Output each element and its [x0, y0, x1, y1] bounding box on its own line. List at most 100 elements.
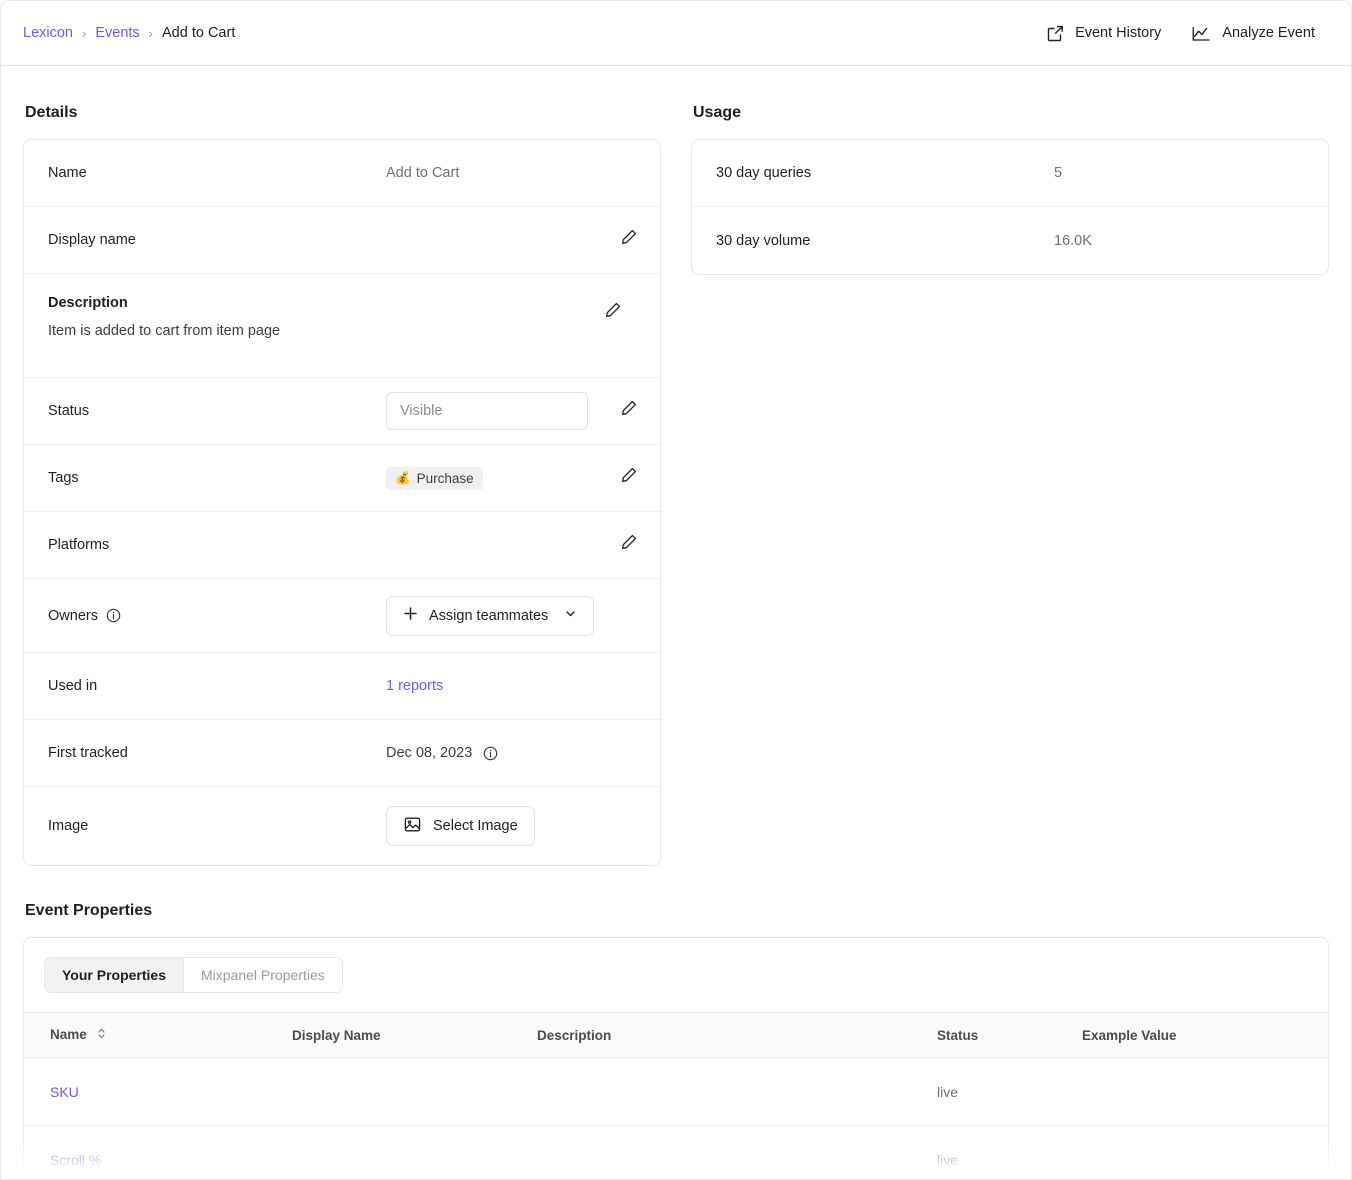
row-description-value: Item is added to cart from item page	[48, 323, 281, 339]
cell-description	[537, 1125, 937, 1179]
cell-display-name	[292, 1057, 537, 1126]
row-description: Description Item is added to cart from i…	[24, 274, 660, 378]
first-tracked-value: Dec 08, 2023	[386, 745, 473, 761]
property-link-sku[interactable]: SKU	[50, 1083, 79, 1100]
table-header-row: Name Display Name Description Status Exa…	[24, 1012, 1328, 1058]
row-first-tracked: First tracked Dec 08, 2023	[24, 720, 660, 787]
usage-title: Usage	[693, 104, 742, 121]
cell-example-value	[1082, 1057, 1328, 1126]
status-input[interactable]: Visible	[386, 392, 588, 430]
edit-status-pencil-icon[interactable]	[619, 399, 638, 423]
row-30-day-volume-value: 16.0K	[1054, 232, 1092, 249]
chevron-down-icon	[564, 607, 577, 624]
column-header-name[interactable]: Name	[24, 1012, 292, 1058]
row-display-name: Display name	[24, 207, 660, 274]
content-columns: Details Name Add to Cart Display name	[1, 66, 1351, 866]
row-description-label: Description	[48, 295, 128, 311]
cell-name: SKU	[24, 1057, 292, 1126]
row-name: Name Add to Cart	[24, 140, 660, 207]
assign-teammates-button[interactable]: Assign teammates	[386, 595, 595, 636]
usage-column: Usage 30 day queries 5 30 day volume 16.…	[691, 66, 1329, 866]
properties-tabs-bar: Your Properties Mixpanel Properties	[24, 938, 1328, 1012]
breadcrumb-current: Add to Cart	[162, 25, 236, 41]
row-30-day-queries-value: 5	[1054, 165, 1063, 181]
row-30-day-volume-label: 30 day volume	[716, 232, 811, 249]
breadcrumb-events[interactable]: Events	[95, 25, 140, 41]
row-30-day-queries: 30 day queries 5	[692, 140, 1328, 207]
row-tags-label: Tags	[48, 470, 79, 486]
tab-mixpanel-properties[interactable]: Mixpanel Properties	[184, 958, 342, 992]
edit-platforms-pencil-icon[interactable]	[619, 533, 638, 557]
row-platforms-label: Platforms	[48, 537, 110, 553]
cell-status: live	[937, 1125, 1082, 1179]
plus-icon	[403, 606, 418, 625]
usage-card: 30 day queries 5 30 day volume 16.0K	[691, 139, 1329, 275]
select-image-label: Select Image	[433, 818, 518, 834]
row-display-name-label: Display name	[48, 232, 136, 248]
event-properties-section: Event Properties Your Properties Mixpane…	[1, 902, 1351, 1179]
breadcrumb-lexicon[interactable]: Lexicon	[23, 25, 73, 41]
property-link-scroll-percent[interactable]: Scroll %	[50, 1151, 102, 1168]
row-first-tracked-label: First tracked	[48, 745, 128, 761]
row-30-day-volume: 30 day volume 16.0K	[692, 207, 1328, 274]
row-used-in: Used in 1 reports	[24, 653, 660, 720]
event-properties-title: Event Properties	[25, 902, 153, 919]
tag-chip-label: Purchase	[416, 470, 474, 486]
cell-name: Scroll %	[24, 1125, 292, 1179]
edit-display-name-pencil-icon[interactable]	[619, 228, 638, 252]
cell-status: live	[937, 1057, 1082, 1126]
row-tags: Tags 💰 Purchase	[24, 445, 660, 512]
edit-tags-pencil-icon[interactable]	[619, 466, 638, 490]
breadcrumb: Lexicon › Events › Add to Cart	[23, 25, 235, 41]
column-header-display-name[interactable]: Display Name	[292, 1012, 537, 1058]
owners-info-icon[interactable]	[106, 608, 121, 623]
breadcrumb-separator-icon: ›	[81, 25, 87, 41]
select-image-button[interactable]: Select Image	[386, 806, 535, 846]
properties-table-head: Name Display Name Description Status Exa…	[24, 1012, 1328, 1058]
sort-icon[interactable]	[97, 1027, 106, 1043]
row-owners-text: Owners	[48, 607, 98, 624]
table-row[interactable]: SKU live	[24, 1057, 1328, 1126]
first-tracked-value-wrap: Dec 08, 2023	[386, 745, 638, 761]
column-header-example-value[interactable]: Example Value	[1082, 1012, 1328, 1058]
tab-your-properties[interactable]: Your Properties	[45, 958, 184, 992]
row-owners-label: Owners	[48, 608, 386, 624]
tag-chip-purchase[interactable]: 💰 Purchase	[386, 466, 483, 490]
cell-description	[537, 1057, 937, 1126]
breadcrumb-separator-icon: ›	[148, 25, 154, 41]
line-chart-icon	[1191, 24, 1212, 43]
cell-display-name	[292, 1125, 537, 1179]
column-header-name-label: Name	[50, 1027, 87, 1042]
details-card: Name Add to Cart Display name Descriptio…	[23, 139, 661, 866]
row-status-label: Status	[48, 403, 90, 419]
cell-example-value	[1082, 1125, 1328, 1179]
event-properties-card: Your Properties Mixpanel Properties Name	[23, 937, 1329, 1179]
row-used-in-label: Used in	[48, 678, 98, 694]
first-tracked-info-icon[interactable]	[483, 746, 498, 761]
edit-description-pencil-icon[interactable]	[603, 301, 622, 325]
page-header: Lexicon › Events › Add to Cart Event His…	[1, 1, 1351, 66]
row-30-day-queries-label: 30 day queries	[716, 165, 812, 181]
row-platforms: Platforms	[24, 512, 660, 579]
event-history-button[interactable]: Event History	[1046, 24, 1161, 43]
row-owners: Owners	[24, 579, 660, 653]
analyze-event-button[interactable]: Analyze Event	[1191, 24, 1315, 43]
row-name-value: Add to Cart	[386, 165, 460, 181]
external-link-icon	[1046, 24, 1065, 43]
row-status: Status Visible	[24, 378, 660, 445]
analyze-event-label: Analyze Event	[1222, 25, 1315, 41]
properties-table-body: SKU live Scroll % live	[24, 1057, 1328, 1179]
column-header-description[interactable]: Description	[537, 1012, 937, 1058]
assign-teammates-label: Assign teammates	[429, 607, 549, 624]
properties-table: Name Display Name Description Status Exa…	[24, 1012, 1328, 1179]
details-title: Details	[25, 104, 78, 121]
money-bag-icon: 💰	[395, 470, 411, 485]
used-in-reports-link[interactable]: 1 reports	[386, 678, 444, 694]
column-header-status[interactable]: Status	[937, 1012, 1082, 1058]
row-image: Image Select Image	[24, 787, 660, 865]
details-column: Details Name Add to Cart Display name	[23, 66, 661, 866]
image-icon	[403, 815, 422, 838]
row-name-label: Name	[48, 165, 87, 181]
table-row[interactable]: Scroll % live	[24, 1125, 1328, 1179]
